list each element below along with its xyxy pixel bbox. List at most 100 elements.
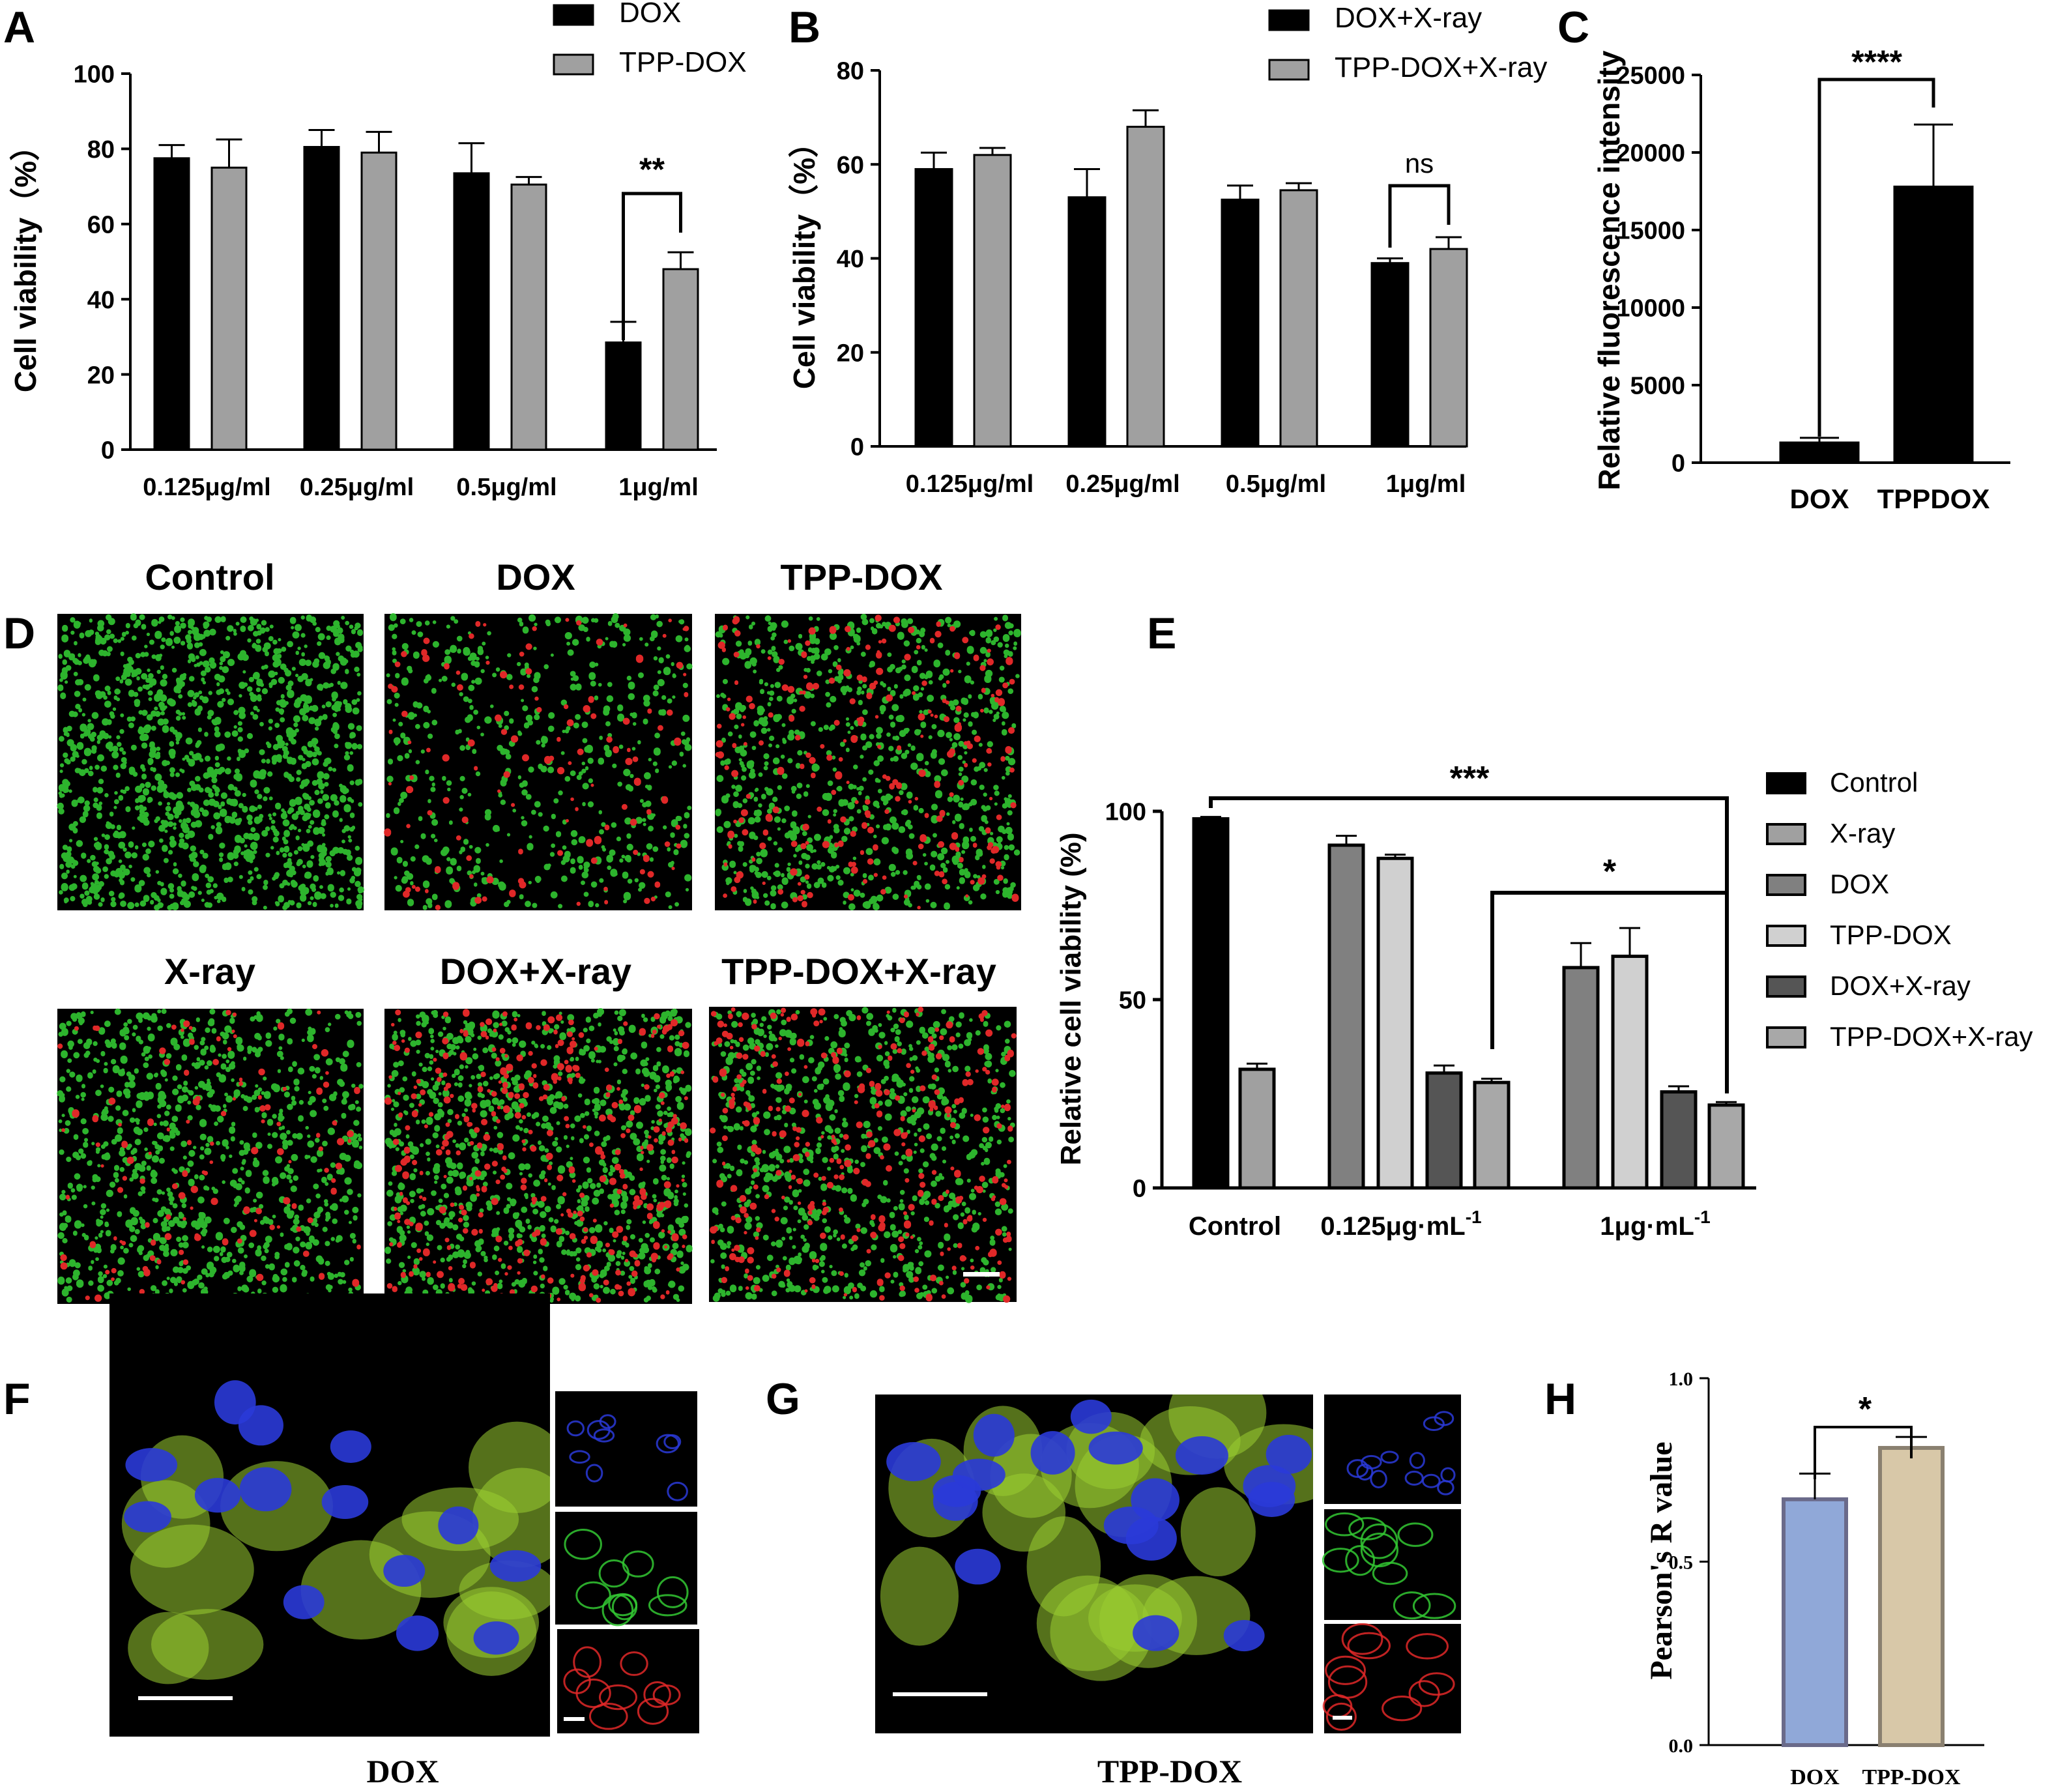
significance-label: ** xyxy=(639,151,665,188)
significance-label: * xyxy=(1603,853,1617,891)
x-tick-label: 1μg·mL-1 xyxy=(1600,1207,1710,1241)
channel-signal xyxy=(599,1414,616,1429)
y-tick-label: 1.0 xyxy=(1669,1368,1694,1390)
bar xyxy=(914,167,953,448)
cell-nucleus xyxy=(1133,1615,1179,1651)
y-tick-label: 60 xyxy=(87,211,115,238)
legend-label: TPP-DOX xyxy=(1830,919,1952,950)
image-title-dox: DOX xyxy=(496,556,575,598)
significance-bracket xyxy=(1817,78,1935,437)
channel-signal xyxy=(1322,1548,1359,1573)
image-title-tpp-dox-xray: TPP-DOX+X-ray xyxy=(721,951,996,992)
x-tick-label: 0.5μg/ml xyxy=(456,474,557,501)
legend-swatch xyxy=(1766,925,1806,947)
channel-signal xyxy=(1406,1633,1449,1660)
bar xyxy=(1327,843,1365,1190)
chart-b: 0 20 40 60 80 0.125μg/ml 0.25μg/ml 0.5μg/ml 1μg/… xyxy=(787,2,1547,498)
channel-signal xyxy=(1325,1702,1357,1731)
channel-signal xyxy=(1380,1451,1399,1464)
y-tick-label: 100 xyxy=(1105,799,1146,826)
channel-signal xyxy=(1372,1561,1408,1585)
y-tick-label: 100 xyxy=(74,61,115,89)
cell-nucleus xyxy=(1070,1399,1112,1434)
panel-d: Control DOX TPP-DOX X-ray DOX+X-ray TPP-… xyxy=(57,556,1021,1305)
x-tick-label: Control xyxy=(1189,1212,1281,1241)
bar xyxy=(1779,441,1860,464)
y-tick-label: 0 xyxy=(101,437,115,465)
y-axis-title: Cell viability（%） xyxy=(8,131,42,392)
significance-bracket xyxy=(1388,184,1451,248)
y-tick-label: 20000 xyxy=(1616,140,1685,167)
channel-signal xyxy=(588,1703,628,1730)
channel-signal xyxy=(1360,1533,1399,1568)
channel-signal xyxy=(564,1529,602,1560)
bar xyxy=(210,166,248,451)
bar xyxy=(1192,817,1230,1190)
channel-signal xyxy=(1434,1411,1454,1426)
channel-signal xyxy=(569,1450,590,1464)
y-tick-label: 5000 xyxy=(1630,373,1685,400)
panel-letter-a: A xyxy=(3,3,35,52)
scale-bar-f-small xyxy=(564,1717,585,1721)
cell-nucleus xyxy=(473,1621,519,1655)
channel-signal xyxy=(563,1668,591,1694)
caption-f: DOX xyxy=(366,1753,439,1789)
channel-green-g xyxy=(1324,1509,1461,1620)
channel-signal xyxy=(1347,1632,1391,1660)
bar xyxy=(1221,198,1260,448)
chart-h: 0.0 0.5 1.0 DOX TPP-DOX * Pearson's R value xyxy=(1644,1368,1984,1789)
cell-nucleus xyxy=(124,1501,171,1533)
cell-cytoplasm xyxy=(1180,1487,1256,1577)
bar xyxy=(662,268,699,451)
channel-signal xyxy=(663,1434,682,1450)
x-tick-label: TPP-DOX xyxy=(1862,1765,1961,1789)
legend-swatch xyxy=(1268,9,1310,31)
bar xyxy=(303,146,340,451)
channel-signal xyxy=(1325,1512,1365,1537)
legend-swatch xyxy=(1766,772,1806,794)
caption-g: TPP-DOX xyxy=(1097,1753,1242,1789)
channel-signal xyxy=(611,1593,638,1621)
channel-signal xyxy=(620,1651,648,1676)
y-tick-label: 25000 xyxy=(1616,63,1685,90)
scale-bar-d xyxy=(963,1272,1000,1277)
significance-bracket xyxy=(622,192,682,340)
panel-f: DOX xyxy=(109,1293,699,1789)
cell-nucleus xyxy=(886,1442,941,1482)
chart-a: 0 20 40 60 80 100 0.125μg/ml 0.25μg/ml 0.5μg/ml 1… xyxy=(8,0,747,501)
y-tick-label: 40 xyxy=(837,246,864,273)
channel-signal xyxy=(1437,1480,1454,1496)
channel-signal xyxy=(643,1681,671,1708)
cell-nucleus xyxy=(1223,1620,1265,1652)
cell-nucleus xyxy=(330,1430,371,1463)
channel-signal xyxy=(1409,1452,1425,1469)
bar xyxy=(1660,1090,1698,1190)
bar xyxy=(1279,189,1318,448)
micrograph-xray xyxy=(57,1008,364,1305)
panel-g: TPP-DOX xyxy=(875,1395,1461,1789)
x-tick-label: 1μg/ml xyxy=(1386,470,1466,498)
panel-letter-d: D xyxy=(3,609,35,658)
legend-swatch xyxy=(1766,823,1806,845)
x-tick-label: 0.125μg/ml xyxy=(143,474,270,501)
channel-red-f xyxy=(557,1629,699,1733)
bar xyxy=(1238,1067,1276,1190)
y-axis-title: Pearson's R value xyxy=(1644,1441,1679,1679)
scale-bar-g xyxy=(893,1692,987,1696)
image-title-tpp-dox: TPP-DOX xyxy=(781,556,943,598)
micrograph-control xyxy=(57,613,365,911)
channel-signal xyxy=(1360,1523,1398,1559)
y-axis-title: Relative fluorescence intensity xyxy=(1592,50,1626,490)
x-tick-label: TPPDOX xyxy=(1877,484,1990,514)
channel-signal xyxy=(1382,1695,1423,1722)
legend-label: DOX+X-ray xyxy=(1335,2,1482,34)
channel-signal xyxy=(667,1481,688,1501)
legend-swatch xyxy=(1766,975,1806,998)
channel-signal xyxy=(601,1594,634,1626)
significance-label: ns xyxy=(1405,148,1434,179)
bar xyxy=(1126,126,1165,448)
y-tick-label: 15000 xyxy=(1616,218,1685,245)
panel-letter-g: G xyxy=(766,1374,800,1424)
legend-label: X-ray xyxy=(1830,818,1895,848)
cell-nucleus xyxy=(438,1506,479,1544)
